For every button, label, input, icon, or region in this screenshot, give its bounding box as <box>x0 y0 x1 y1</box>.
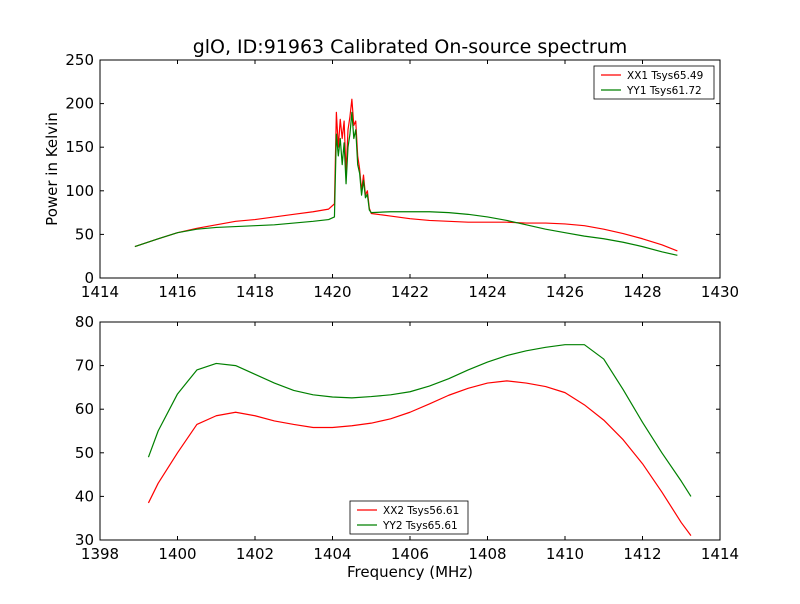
chart-title: glO, ID:91963 Calibrated On-source spect… <box>193 36 628 58</box>
x-tick-label: 1424 <box>468 283 506 301</box>
top-spectrum-plot: 1414 1416 1418 1420 1422 1424 1426 1428 1430 0 50 1… <box>43 51 739 301</box>
x-tick-label: 1410 <box>546 545 584 563</box>
x-tick-label: 1430 <box>701 283 739 301</box>
legend-label: XX1 Tsys65.49 <box>627 70 703 82</box>
y-tick-label: 50 <box>75 225 94 243</box>
series-line-2 <box>147 344 692 497</box>
series-line-2 <box>134 111 678 256</box>
legend-label: YY2 Tsys65.61 <box>382 520 458 532</box>
y-tick-label: 200 <box>65 95 94 113</box>
x-tick-label: 1406 <box>391 545 429 563</box>
y-axis-label: Power in Kelvin <box>43 112 61 226</box>
legend-box <box>593 65 715 100</box>
x-tick-label: 1414 <box>701 545 739 563</box>
y-tick-label: 150 <box>65 138 94 156</box>
legend-label: YY1 Tsys61.72 <box>626 85 702 97</box>
x-tick-label: 1404 <box>313 545 351 563</box>
y-tick-label: 40 <box>75 487 94 505</box>
x-tick-label: 1398 <box>81 545 119 563</box>
y-tick-label: 70 <box>75 357 94 375</box>
x-tick-label: 1414 <box>81 283 119 301</box>
y-tick-label: 60 <box>75 400 94 418</box>
x-tick-label: 1402 <box>236 545 274 563</box>
y-tick-label: 250 <box>65 51 94 69</box>
x-tick-label: 1418 <box>236 283 274 301</box>
y-tick-label: 80 <box>75 313 94 331</box>
legend-label: XX2 Tsys56.61 <box>383 505 459 517</box>
x-tick-label: 1420 <box>313 283 351 301</box>
x-axis-label: Frequency (MHz) <box>347 563 473 581</box>
legend: XX2 Tsys56.61 YY2 Tsys65.61 <box>349 500 469 535</box>
x-tick-label: 1412 <box>623 545 661 563</box>
x-tick-label: 1416 <box>158 283 196 301</box>
series-line-1 <box>147 380 692 536</box>
x-tick-label: 1426 <box>546 283 584 301</box>
y-tick-label: 30 <box>75 531 94 549</box>
x-tick-label: 1400 <box>158 545 196 563</box>
y-tick-label: 100 <box>65 182 94 200</box>
y-tick-label: 0 <box>84 269 94 287</box>
x-tick-label: 1428 <box>623 283 661 301</box>
legend-box <box>349 500 469 535</box>
bottom-spectrum-plot: 1398 1400 1402 1404 1406 1408 1410 1412 1414 30 40… <box>75 313 739 581</box>
x-tick-label: 1422 <box>391 283 429 301</box>
y-tick-label: 50 <box>75 444 94 462</box>
x-tick-label: 1408 <box>468 545 506 563</box>
legend: XX1 Tsys65.49 YY1 Tsys61.72 <box>593 65 715 100</box>
